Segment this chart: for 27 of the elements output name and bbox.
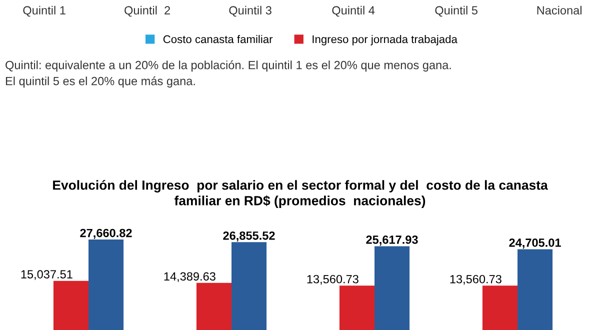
bar <box>482 286 518 330</box>
category-label: Quintil 4 <box>332 6 375 17</box>
category-label: Quintil 3 <box>229 6 272 17</box>
bar <box>232 242 267 330</box>
bar <box>374 246 410 330</box>
text: El quintil 5 es el 20% que más gana. <box>6 76 195 88</box>
bar <box>518 249 553 330</box>
data-label: 13,560.73 <box>307 274 358 285</box>
bar <box>53 280 88 330</box>
category-label: Quintil 5 <box>435 6 478 17</box>
data-label: 24,705.01 <box>509 238 561 249</box>
bar <box>339 286 374 330</box>
bar <box>88 240 124 330</box>
legend-label: Ingreso por jornada trabajada <box>312 35 458 46</box>
legend-label: Costo canasta familiar <box>163 35 273 44</box>
category-label: Nacional <box>537 6 582 15</box>
data-label: 27,660.82 <box>80 228 132 239</box>
text: Quintil: equivalente a un 20% de la población. El quintil 1 es el 20% que menos gana. <box>6 60 451 72</box>
data-label: 13,560.73 <box>450 274 502 285</box>
category-label: Quintil 1 <box>23 6 66 17</box>
data-label: 25,617.93 <box>366 236 418 246</box>
chart-title: Evolución del Ingreso por salario en el sector formal y del costo de la canasta familiar en RD$ (promedios nacionales) <box>53 180 548 208</box>
bar <box>196 282 232 330</box>
data-label: 26,855.52 <box>223 231 275 242</box>
data-label: 14,389.63 <box>164 272 216 282</box>
data-label: 15,037.51 <box>21 270 72 280</box>
category-label: Quintil 2 <box>124 6 170 17</box>
